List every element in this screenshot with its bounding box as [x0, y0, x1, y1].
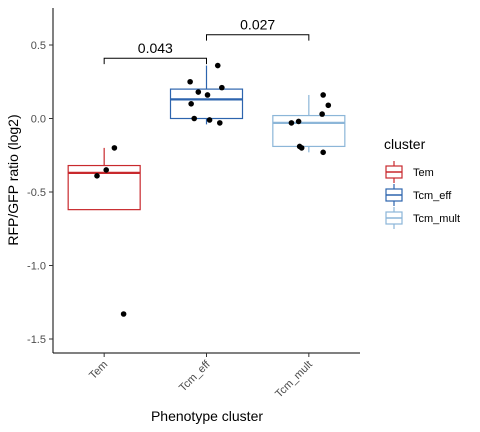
data-point: [325, 102, 332, 109]
y-tick-label: -1.0: [27, 261, 46, 273]
data-point: [295, 118, 302, 125]
y-axis-ticks: 0.5 0.0 -0.5 -1.0 -1.5: [27, 40, 53, 346]
data-point: [214, 62, 221, 69]
data-point: [111, 145, 118, 151]
box-tem: [67, 145, 141, 317]
p-value-label: 0.027: [240, 17, 275, 33]
y-tick-label: -1.5: [27, 334, 46, 346]
legend-item: Tcm_mult: [385, 207, 460, 229]
data-point: [204, 92, 211, 98]
data-point: [320, 149, 326, 156]
legend-item: Tcm_eff: [385, 184, 452, 206]
legend-label: Tcm_eff: [413, 190, 452, 202]
y-tick-label: 0.0: [31, 114, 46, 126]
data-point: [217, 120, 223, 126]
bracket-line: [103, 57, 207, 65]
data-point: [319, 111, 325, 117]
data-point: [288, 120, 295, 126]
data-point: [206, 117, 213, 123]
box-tcm-eff: [169, 62, 244, 126]
y-tick-label: 0.5: [31, 40, 46, 52]
p-value-label: 0.043: [138, 40, 173, 56]
data-point: [219, 84, 225, 91]
legend-title: cluster: [384, 136, 426, 152]
legend-label: Tcm_mult: [413, 213, 460, 225]
x-tick-label: Tcm_mult: [273, 359, 315, 401]
plot-area: [67, 62, 346, 317]
data-point: [191, 115, 198, 122]
legend-item: Tem: [385, 161, 434, 183]
x-tick-label: Tem: [87, 359, 110, 382]
data-point: [195, 89, 202, 95]
data-point: [94, 173, 100, 179]
box-tcm-mult: [272, 92, 346, 156]
x-axis-title: Phenotype cluster: [151, 408, 263, 424]
data-point: [188, 101, 194, 107]
bracket-line: [206, 34, 310, 41]
box-iqr: [272, 114, 346, 148]
data-point: [187, 78, 193, 85]
significance-annotations: 0.043 0.027: [103, 17, 310, 65]
data-point: [120, 311, 127, 317]
data-point: [298, 145, 305, 151]
x-tick-label: Tcm_eff: [177, 358, 213, 394]
significance-bracket: 0.043: [103, 40, 207, 65]
legend-label: Tem: [413, 167, 434, 179]
data-point: [320, 92, 326, 98]
significance-bracket: 0.027: [206, 17, 310, 41]
legend: cluster Tem Tcm_eff Tcm_mult: [384, 136, 460, 229]
data-point: [103, 167, 110, 173]
y-tick-label: -0.5: [27, 187, 46, 199]
y-axis-title: RFP/GFP ratio (log2): [5, 114, 21, 245]
x-axis-ticks: Tem Tcm_eff Tcm_mult: [87, 353, 315, 400]
